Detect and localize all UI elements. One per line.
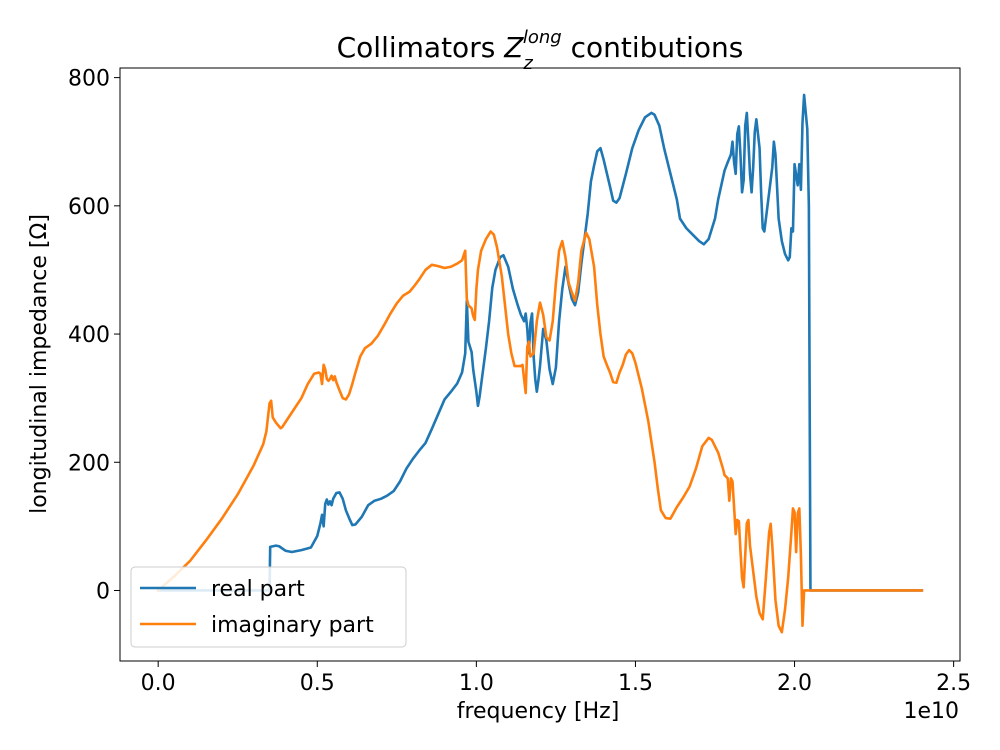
y-tick-label: 400: [68, 323, 110, 348]
real-part-line: [156, 93, 924, 592]
y-axis-label: longitudinal impedance [Ω]: [27, 214, 52, 514]
x-axis-offset-label: 1e10: [903, 699, 959, 724]
title-superscript: long: [523, 27, 562, 48]
title-suffix: contibutions: [562, 31, 744, 64]
x-tick-label: 2.0: [777, 671, 812, 696]
legend: real part imaginary part: [130, 566, 407, 648]
chart-title: Collimators Zz long contibutions: [337, 27, 744, 74]
title-prefix: Collimators: [337, 31, 505, 64]
x-tick-label: 0.0: [141, 671, 176, 696]
legend-box: [130, 566, 407, 648]
title-subscript: z: [522, 53, 533, 74]
x-tick-label: 1.0: [459, 671, 494, 696]
plot-area: [119, 67, 961, 662]
x-axis-label: frequency [Hz]: [457, 699, 620, 724]
legend-label: imaginary part: [211, 613, 374, 638]
x-tick-label: 1.5: [618, 671, 653, 696]
plot-frame: [119, 67, 961, 662]
title-symbol: Z: [503, 31, 524, 64]
y-tick-label: 600: [68, 195, 110, 220]
legend-label: real part: [211, 577, 305, 602]
y-tick-label: 800: [68, 67, 110, 92]
x-tick-label: 0.5: [300, 671, 335, 696]
y-tick-label: 200: [68, 451, 110, 476]
y-tick-label: 0: [96, 579, 110, 604]
x-axis-ticks: 0.0 0.5 1.0 1.5 2.0 2.5: [141, 661, 971, 696]
series-lines: [156, 93, 924, 634]
imaginary-part-line: [156, 230, 924, 634]
y-axis-ticks: 0 200 400 600 800: [68, 67, 120, 604]
x-tick-label: 2.5: [936, 671, 971, 696]
